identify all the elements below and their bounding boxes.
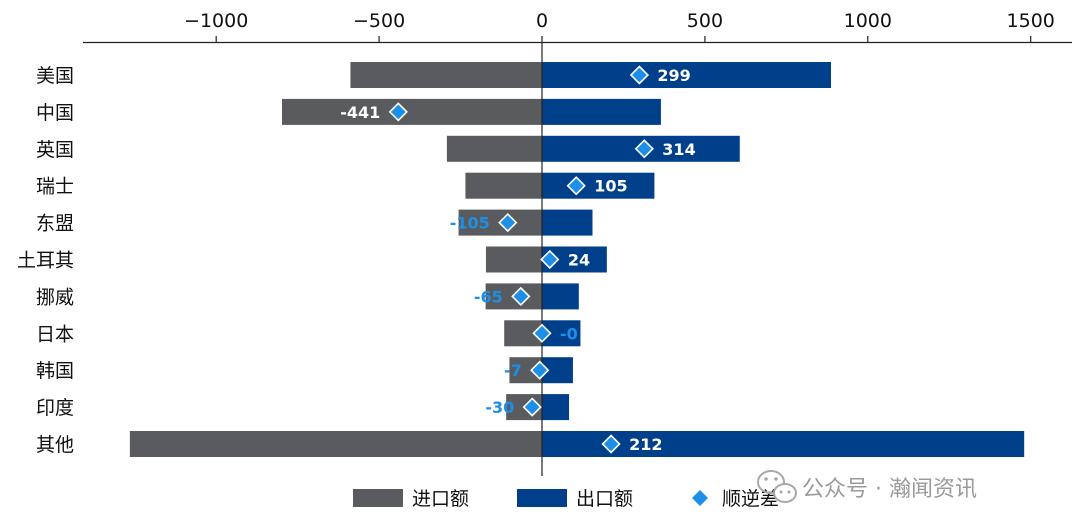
balance-data-label: -105 — [450, 214, 490, 233]
watermark: 公众号 · 瀚闻资讯 — [757, 470, 977, 503]
category-label: 韩国 — [36, 360, 74, 382]
bar-export — [542, 394, 570, 421]
bar-export — [542, 98, 661, 125]
balance-marker — [540, 249, 560, 270]
x-tick-label: −500 — [353, 10, 405, 32]
bar-import — [350, 62, 542, 88]
category-label: 印度 — [36, 397, 74, 419]
x-tick-label: 1000 — [844, 10, 892, 32]
bar-export — [542, 431, 1025, 457]
legend-swatch-export — [517, 489, 567, 507]
bar-import — [485, 246, 542, 273]
balance-marker — [566, 176, 586, 196]
bar-import — [129, 431, 542, 457]
x-tick-label: −1000 — [184, 10, 248, 32]
category-label: 土耳其 — [17, 250, 74, 272]
legend-label-balance: 顺逆差 — [722, 488, 779, 510]
balance-data-label: 105 — [594, 177, 627, 196]
balance-marker — [629, 65, 650, 85]
x-tick-label: 1500 — [1007, 10, 1055, 32]
legend-swatch-import — [353, 489, 403, 507]
balance-marker — [634, 139, 654, 159]
balance-data-label: 212 — [629, 435, 662, 454]
category-label: 挪威 — [36, 286, 74, 308]
balance-data-label: -30 — [485, 398, 514, 417]
bar-export — [542, 209, 593, 236]
bar-export — [542, 283, 579, 310]
balance-marker — [601, 434, 621, 454]
balance-data-label: -441 — [340, 103, 380, 122]
balance-marker — [530, 360, 550, 380]
balance-marker — [388, 102, 408, 122]
data-labels-layer: 299 -441 314 105 -105 24 -65 -0 -7 -30 212 — [340, 66, 695, 454]
balance-marker — [498, 212, 518, 233]
balance-data-label: -7 — [504, 361, 522, 380]
bar-import — [446, 135, 542, 162]
balance-marker — [532, 323, 552, 343]
legend: 进口额 出口额 顺逆差 — [353, 488, 779, 510]
watermark-text: 公众号 · 瀚闻资讯 — [802, 477, 977, 502]
bar-export — [542, 172, 655, 199]
category-label: 瑞士 — [36, 176, 74, 198]
category-label: 美国 — [36, 65, 74, 87]
category-label: 东盟 — [36, 213, 74, 235]
category-label: 其他 — [36, 434, 74, 456]
x-tick-label: 500 — [687, 10, 723, 32]
legend-label-import: 进口额 — [412, 488, 469, 510]
bars-layer — [129, 62, 1025, 457]
balance-data-label: -65 — [474, 287, 503, 306]
balance-marker — [511, 286, 531, 307]
legend-swatch-balance-diamond — [692, 490, 708, 506]
balance-data-label: 314 — [662, 140, 695, 159]
category-label: 日本 — [36, 323, 74, 345]
category-label: 中国 — [36, 102, 74, 124]
bar-import — [465, 172, 542, 199]
category-label: 英国 — [36, 139, 74, 161]
balance-data-label: 24 — [568, 251, 590, 270]
balance-data-label: -0 — [560, 324, 578, 343]
bar-export — [542, 62, 831, 88]
balance-marker — [522, 397, 542, 417]
bar-import — [282, 98, 542, 125]
wechat-icon — [757, 470, 797, 503]
markers-layer — [388, 65, 654, 454]
balance-data-label: 299 — [657, 66, 690, 85]
legend-label-export: 出口额 — [576, 488, 633, 510]
x-tick-label: 0 — [536, 10, 548, 32]
